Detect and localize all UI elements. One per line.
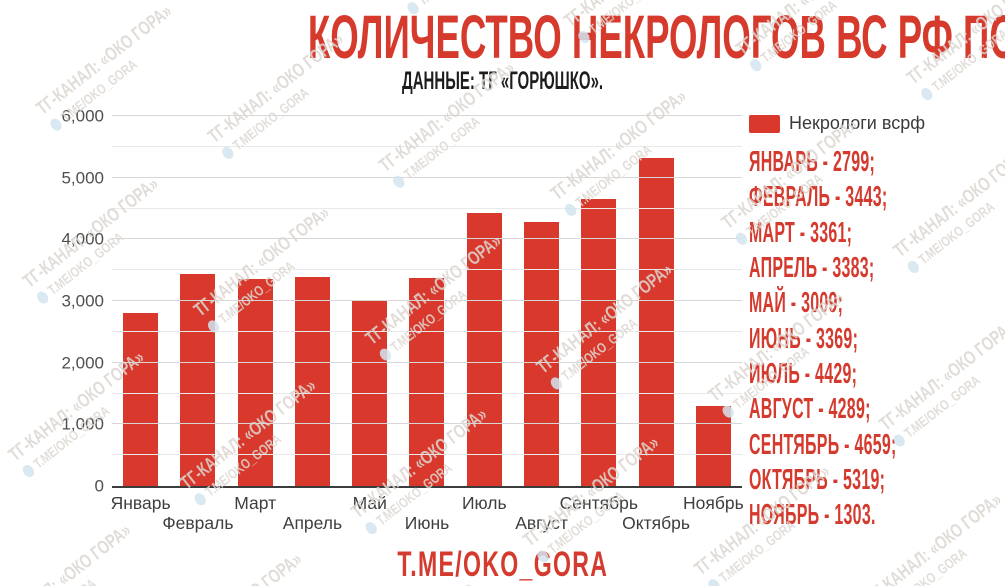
bar-Апрель — [294, 277, 330, 486]
bar-slot — [284, 116, 341, 486]
page-subtitle-text: ДАННЫЕ: ТГ «ГОРЮШКО». — [401, 67, 604, 95]
footer-channel-link-text: T.ME/OKO_GORA — [397, 545, 608, 584]
stat-item: СЕНТЯБРЬ - 4659; — [749, 427, 999, 462]
x-tick-label: Май — [352, 493, 387, 513]
legend-swatch-icon — [749, 114, 780, 133]
stat-item: ОКТЯБРЬ - 5319; — [749, 463, 999, 498]
bar-Август — [523, 221, 559, 486]
stat-item-text: АПРЕЛЬ - 3383; — [749, 252, 875, 285]
y-axis: 0 1,000 2,000 3,000 4,000 5,000 6,000 — [0, 108, 104, 495]
stat-item-text: ОКТЯБРЬ - 5319; — [749, 463, 886, 496]
x-tick-label: Октябрь — [622, 513, 690, 533]
stat-item: НОЯБРЬ - 1303. — [749, 498, 999, 533]
bar-slot — [685, 116, 742, 486]
bar-Февраль — [180, 273, 216, 486]
x-tick-label: Январь — [110, 493, 171, 513]
x-tick-label: Март — [234, 493, 277, 513]
stat-item-text: НОЯБРЬ - 1303. — [749, 499, 876, 532]
bar-slot — [112, 116, 169, 486]
bar-Октябрь — [638, 158, 674, 486]
stat-item-text: ИЮЛЬ - 4429; — [749, 357, 858, 390]
x-tick-label: Июль — [461, 493, 507, 513]
gridline — [112, 238, 742, 240]
stat-item-text: СЕНТЯБРЬ - 4659; — [749, 428, 897, 461]
bar-slot — [227, 116, 284, 486]
legend-label: Некрологи всрф — [789, 113, 926, 133]
bar-Июль — [466, 212, 502, 486]
gridline — [112, 269, 742, 271]
gridline — [112, 454, 742, 456]
x-tick-label: Июнь — [404, 513, 450, 533]
gridline — [112, 300, 742, 301]
x-tick-label: Февраль — [162, 513, 234, 533]
gridline — [112, 176, 742, 178]
x-tick-label: Сентябрь — [559, 493, 639, 513]
bars — [112, 116, 742, 486]
stat-item: МАЙ - 3009; — [749, 286, 999, 321]
stat-item-text: ИЮНЬ - 3369; — [749, 322, 859, 355]
page-subtitle: ДАННЫЕ: ТГ «ГОРЮШКО». — [0, 67, 1005, 96]
stat-item-text: ЯНВАРЬ - 2799; — [749, 146, 876, 179]
gridline — [112, 145, 742, 147]
y-tick-label: 2,000 — [61, 353, 104, 373]
stat-item: ИЮНЬ - 3369; — [749, 321, 999, 356]
x-tick-label: Август — [515, 513, 568, 533]
bar-slot — [169, 116, 226, 486]
stat-item: АВГУСТ - 4289; — [749, 392, 999, 427]
gridline — [112, 330, 742, 332]
gridline — [112, 423, 742, 425]
bar-slot — [627, 116, 684, 486]
bar-slot — [456, 116, 513, 486]
stat-item: АПРЕЛЬ - 3383; — [749, 251, 999, 286]
x-tick-label: Ноябрь — [682, 493, 744, 513]
bar-slot — [398, 116, 455, 486]
bar-Июнь — [409, 278, 445, 486]
gridline — [112, 392, 742, 394]
plot-area — [112, 115, 742, 488]
gridline — [112, 115, 742, 116]
stat-item-text: МАЙ - 3009; — [749, 287, 844, 320]
stat-item-text: ФЕВРАЛЬ - 3443; — [749, 181, 888, 214]
gridline — [112, 207, 742, 209]
stat-item: ФЕВРАЛЬ - 3443; — [749, 180, 999, 215]
footer-channel-link: T.ME/OKO_GORA — [0, 545, 1005, 585]
stat-item-text: МАРТ - 3361; — [749, 216, 853, 249]
y-tick-label: 3,000 — [61, 291, 104, 311]
gridline — [112, 361, 742, 363]
page-title: КОЛИЧЕСТВО НЕКРОЛОГОВ ВС РФ ПО МЕСЯЦАМ: — [0, 3, 1005, 71]
stat-item-text: АВГУСТ - 4289; — [749, 393, 871, 426]
legend: Некрологи всрф — [749, 113, 925, 134]
x-tick-label: Апрель — [282, 513, 343, 533]
y-tick-label: 0 — [94, 476, 104, 496]
bar-slot — [341, 116, 398, 486]
monthly-stats-list: ЯНВАРЬ - 2799; ФЕВРАЛЬ - 3443; МАРТ - 3361… — [749, 145, 999, 533]
bar-Сентябрь — [581, 198, 617, 486]
stat-item: ЯНВАРЬ - 2799; — [749, 145, 999, 180]
bar-Март — [237, 278, 273, 486]
bar-slot — [513, 116, 570, 486]
x-axis: Январь Февраль Март Апрель Май Июнь Июль Август… — [110, 490, 744, 536]
stat-item: ИЮЛЬ - 4429; — [749, 357, 999, 392]
y-tick-label: 4,000 — [61, 229, 104, 249]
y-tick-label: 6,000 — [61, 106, 104, 126]
page-title-text: КОЛИЧЕСТВО НЕКРОЛОГОВ ВС РФ ПО МЕСЯЦАМ: — [307, 3, 1005, 71]
bar-Ноябрь — [695, 405, 731, 486]
stat-item: МАРТ - 3361; — [749, 216, 999, 251]
y-tick-label: 1,000 — [61, 414, 104, 434]
bar-slot — [570, 116, 627, 486]
bar-Январь — [123, 313, 159, 486]
y-tick-label: 5,000 — [61, 168, 104, 188]
